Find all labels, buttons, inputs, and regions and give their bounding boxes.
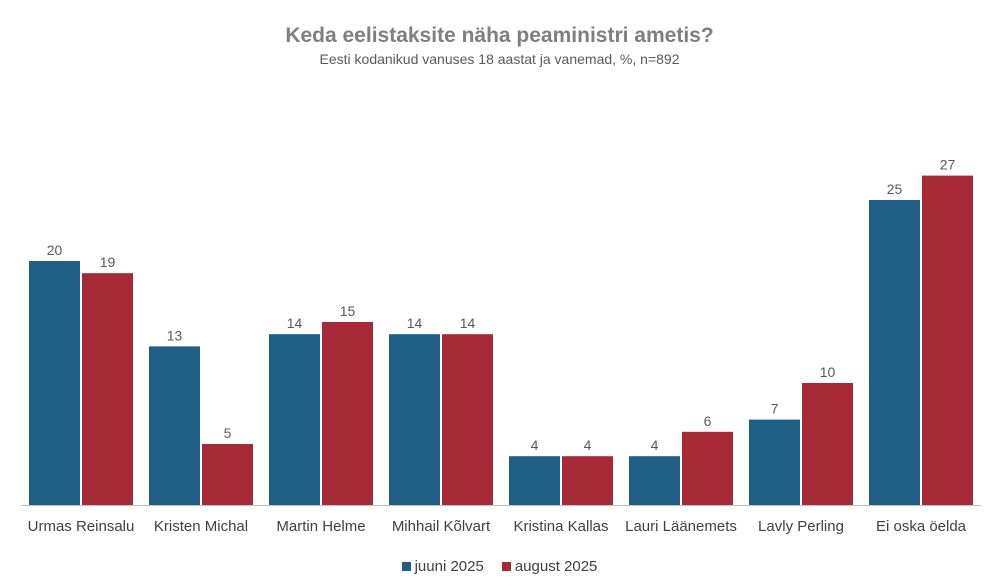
- data-label-juuni-0: 20: [47, 242, 63, 258]
- bar-august-4: [562, 456, 613, 505]
- bar-juuni-5: [629, 456, 680, 505]
- bar-august-5: [682, 431, 733, 505]
- data-label-juuni-3: 14: [407, 315, 423, 331]
- data-label-juuni-5: 4: [651, 437, 659, 453]
- chart-title: Keda eelistaksite näha peaministri ameti…: [285, 24, 714, 47]
- legend-swatch-juuni: [401, 562, 411, 571]
- bar-august-2: [322, 322, 373, 505]
- bar-august-0: [82, 273, 133, 505]
- data-label-august-0: 19: [100, 254, 116, 270]
- data-label-august-5: 6: [704, 413, 712, 429]
- bar-august-1: [202, 444, 253, 505]
- category-label-0: Urmas Reinsalu: [28, 518, 135, 535]
- bar-juuni-4: [509, 456, 560, 505]
- category-label-4: Kristina Kallas: [513, 518, 608, 535]
- data-label-juuni-4: 4: [531, 437, 539, 453]
- data-label-august-3: 14: [460, 315, 476, 331]
- bar-juuni-2: [269, 334, 320, 505]
- data-label-august-4: 4: [584, 437, 592, 453]
- bar-august-3: [442, 334, 493, 505]
- legend-label-august: august 2025: [514, 558, 598, 575]
- category-label-5: Lauri Läänemets: [625, 518, 737, 535]
- category-label-7: Ei oska öelda: [876, 518, 967, 535]
- data-label-juuni-1: 13: [167, 327, 183, 343]
- legend-item-juuni: juuni 2025: [401, 558, 484, 575]
- legend-swatch-august: [501, 562, 511, 571]
- category-label-6: Lavly Perling: [758, 518, 844, 535]
- category-label-2: Martin Helme: [276, 518, 365, 535]
- bar-august-7: [922, 175, 973, 505]
- data-label-august-1: 5: [224, 425, 232, 441]
- legend-label-juuni: juuni 2025: [414, 558, 484, 575]
- category-label-1: Kristen Michal: [154, 518, 248, 535]
- bar-juuni-3: [389, 334, 440, 505]
- chart-legend: juuni 2025 august 2025: [0, 558, 999, 575]
- bar-august-6: [802, 383, 853, 505]
- bar-juuni-7: [869, 200, 920, 505]
- data-label-august-6: 10: [820, 364, 836, 380]
- category-label-3: Mihhail Kõlvart: [392, 518, 491, 535]
- data-label-august-2: 15: [340, 303, 356, 319]
- legend-item-august: august 2025: [501, 558, 598, 575]
- data-label-juuni-7: 25: [887, 181, 903, 197]
- data-label-august-7: 27: [940, 157, 956, 173]
- data-label-juuni-2: 14: [287, 315, 303, 331]
- bar-juuni-6: [749, 419, 800, 505]
- chart-subtitle: Eesti kodanikud vanuses 18 aastat ja van…: [319, 51, 680, 67]
- bar-juuni-0: [29, 261, 80, 505]
- bar-juuni-1: [149, 346, 200, 505]
- data-label-juuni-6: 7: [771, 401, 779, 417]
